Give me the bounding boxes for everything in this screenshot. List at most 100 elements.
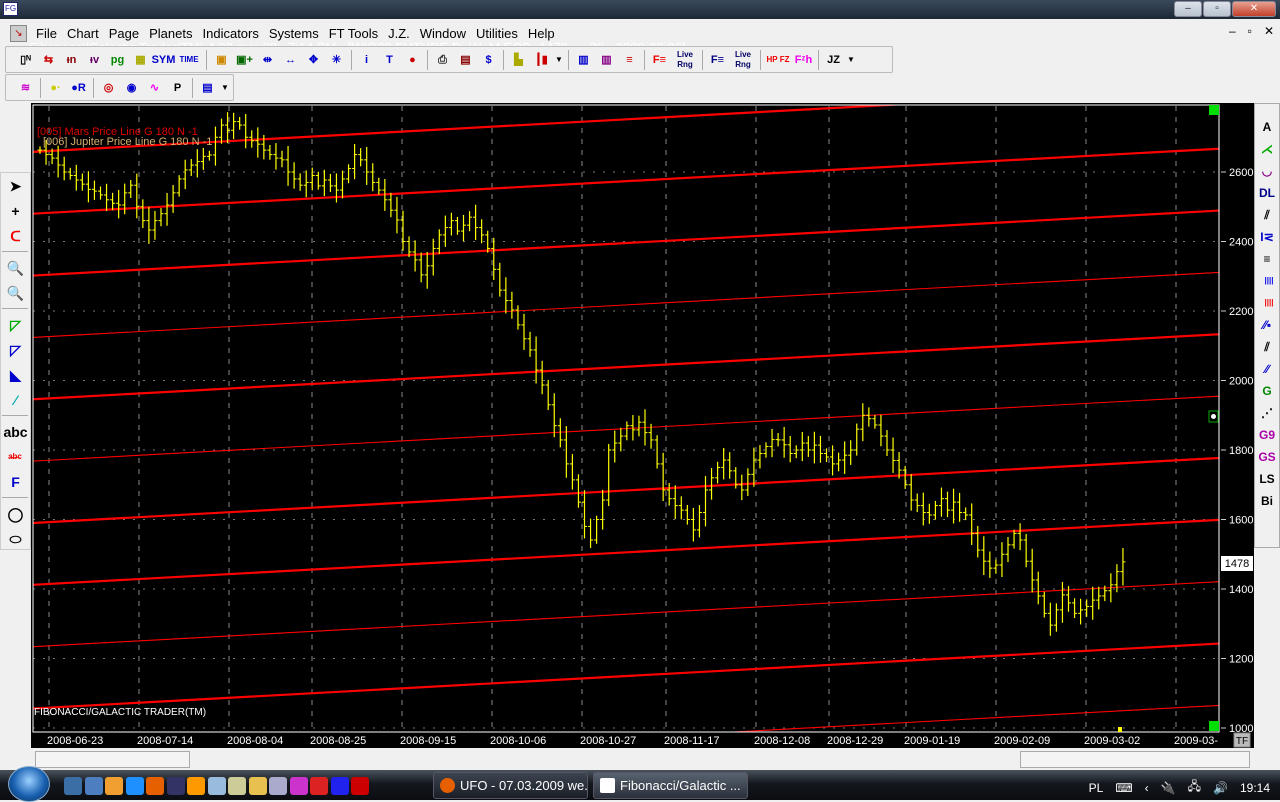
fibonacci-icon[interactable]: F	[11, 473, 20, 490]
gann-fan-icon[interactable]: ⋰	[1261, 406, 1273, 420]
menu-planets[interactable]: Planets	[149, 25, 193, 41]
live-range-blue-icon[interactable]: F≡	[710, 53, 725, 66]
power-icon[interactable]: 🔌	[1160, 780, 1176, 795]
new-chart-icon[interactable]: ▯ᴺ	[20, 53, 31, 66]
jz-icon[interactable]: JZ	[827, 53, 840, 66]
menu-utilities[interactable]: Utilities	[476, 25, 518, 41]
parallel-icon[interactable]: ⫽	[1264, 340, 1270, 354]
arc-icon[interactable]: ◡	[1261, 164, 1273, 178]
tray-expand-icon[interactable]: ‹	[1144, 780, 1149, 795]
switch-windows-icon[interactable]	[84, 777, 103, 795]
menu-indicators[interactable]: Indicators	[202, 25, 259, 41]
time-icon[interactable]: TIME	[179, 54, 199, 64]
live-range-red-icon[interactable]: F≡	[652, 53, 667, 66]
firefox-icon[interactable]	[146, 777, 164, 795]
open-chart-icon[interactable]: ⇆	[43, 53, 54, 66]
move-icon[interactable]: ✥	[308, 53, 319, 66]
menu-jz[interactable]: J.Z.	[388, 25, 410, 41]
toolbar-dropdown-icon[interactable]: ▼	[847, 55, 855, 64]
scroll-bottom-marker[interactable]	[1209, 721, 1219, 731]
planet-points-icon[interactable]: ●·	[50, 81, 61, 94]
chart-window-icon[interactable]: ↘	[10, 24, 27, 42]
toolbar-dropdown-icon[interactable]: ▼	[555, 55, 563, 64]
computer-icon[interactable]	[166, 777, 185, 795]
dollar-icon[interactable]: $	[485, 53, 492, 66]
gann-g-icon[interactable]: G	[1262, 384, 1272, 398]
ray-icon[interactable]: ◣	[10, 366, 21, 383]
network-icon[interactable]: 🖧	[1187, 779, 1202, 793]
magnet-icon[interactable]: ᑕ	[10, 227, 21, 244]
compress-icon[interactable]: ⇹	[262, 53, 273, 66]
zoom-icon[interactable]: 🔍	[6, 259, 25, 276]
wheel-icon[interactable]: ◉	[126, 81, 137, 94]
calendar-icon[interactable]: ▤	[460, 53, 471, 66]
network-icon[interactable]	[105, 777, 123, 795]
target-icon[interactable]: ◎	[103, 81, 114, 94]
menu-chart[interactable]: Chart	[66, 25, 99, 41]
pg-icon[interactable]: pg	[110, 53, 125, 66]
pointer-icon[interactable]: ➤	[9, 177, 22, 194]
mdi-minimize-button[interactable]: –	[1228, 24, 1236, 38]
app-ms-icon[interactable]	[351, 777, 369, 795]
mdi-restore-button[interactable]: ▫	[1247, 24, 1252, 38]
p-lines-icon[interactable]: P	[173, 81, 182, 94]
maximize-button[interactable]: ▫	[1203, 1, 1231, 17]
fan-icon[interactable]: ⋌	[1261, 142, 1273, 156]
candles-icon[interactable]: ┃▮	[535, 53, 548, 66]
angle-text-icon[interactable]: A	[1262, 120, 1272, 134]
app-blue-icon[interactable]	[330, 777, 349, 795]
menu-ft-tools[interactable]: FT Tools	[328, 25, 379, 41]
tf-button[interactable]	[1233, 732, 1251, 748]
minimize-button[interactable]: –	[1174, 1, 1202, 17]
trendline-blue-icon[interactable]: ◸	[10, 341, 21, 358]
toolbar-dropdown-icon[interactable]: ▼	[221, 83, 229, 92]
language-indicator[interactable]: PL	[1088, 780, 1104, 795]
internet-explorer-icon[interactable]	[125, 777, 144, 795]
text-icon[interactable]: abc	[3, 423, 28, 440]
add-window-icon[interactable]: ▣+	[236, 53, 253, 66]
i-lines-icon[interactable]: I⋜	[1260, 230, 1274, 244]
paint-icon[interactable]	[289, 777, 308, 795]
info-icon[interactable]: i	[364, 53, 369, 66]
printer-icon[interactable]	[228, 777, 246, 795]
g9-icon[interactable]: G9	[1258, 428, 1275, 442]
cycles-icon[interactable]: ∿	[149, 81, 160, 94]
andrews-icon[interactable]: ∕∕	[1264, 362, 1269, 376]
ellipse-icon[interactable]: ⬭	[9, 530, 22, 547]
menu-systems[interactable]: Systems	[268, 25, 319, 41]
expand-icon[interactable]: ↔	[285, 53, 296, 66]
start-button[interactable]	[8, 766, 50, 802]
time-price-icon[interactable]: ⁄⁄▪	[1262, 318, 1272, 332]
chart-window[interactable]	[31, 103, 1254, 748]
live-range-label-2-icon[interactable]: Live Rng	[734, 49, 751, 69]
folder-icon[interactable]	[248, 777, 267, 795]
traffic-light-icon[interactable]: ●	[409, 53, 416, 66]
task-firefox[interactable]: UFO - 07.03.2009 we...	[433, 772, 588, 799]
notes-icon[interactable]: ▤	[202, 81, 213, 94]
tf-button-label[interactable]: TF	[1236, 736, 1248, 747]
circle-icon[interactable]: ◯	[7, 505, 24, 522]
ls-icon[interactable]: LS	[1259, 472, 1275, 486]
mdi-close-button[interactable]: ✕	[1263, 24, 1274, 38]
channel-icon[interactable]: ⫽	[1264, 208, 1270, 222]
volume-icon[interactable]: 🔊	[1213, 780, 1228, 795]
menu-window[interactable]: Window	[419, 25, 467, 41]
gs-icon[interactable]: GS	[1258, 450, 1276, 464]
grid-icon[interactable]: ▦	[135, 53, 146, 66]
chart-a-icon[interactable]: ▥	[578, 53, 589, 66]
media-player-icon[interactable]	[187, 777, 205, 795]
menu-file[interactable]: File	[36, 25, 57, 41]
planet-lines-icon[interactable]: ≋	[20, 81, 31, 94]
zoom-center-icon[interactable]: ✳	[331, 53, 342, 66]
close-button[interactable]: ✕	[1232, 1, 1276, 17]
menu-page[interactable]: Page	[108, 25, 140, 41]
chart-b-icon[interactable]: ▥	[601, 53, 612, 66]
crosshair-icon[interactable]: +	[11, 202, 20, 219]
blue-verticals-icon[interactable]: ||||	[1264, 276, 1274, 285]
clock[interactable]: 19:14	[1239, 780, 1270, 795]
pen-icon[interactable]: ⁄	[14, 391, 17, 408]
planet-r-icon[interactable]: ●R	[71, 81, 86, 94]
red-verticals-icon[interactable]: ||||	[1264, 298, 1274, 307]
dl-icon[interactable]: DL	[1259, 186, 1275, 200]
